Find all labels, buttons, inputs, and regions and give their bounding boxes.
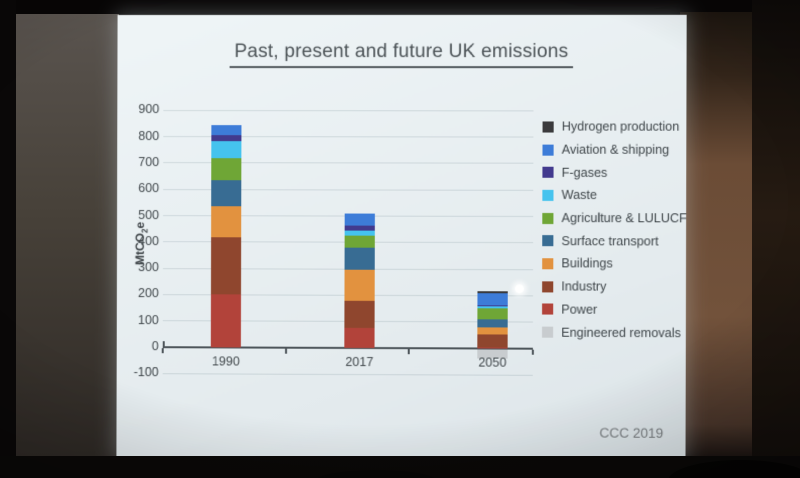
bar-segment-2017-f-gases: [344, 225, 375, 231]
x-axis-tick: [161, 348, 164, 354]
legend-label: Agriculture & LULUCF: [561, 211, 687, 226]
legend-swatch-icon: [542, 189, 554, 201]
legend-item: Engineered removals: [541, 321, 687, 344]
legend-label: Aviation & shipping: [561, 142, 670, 157]
y-tick-label: 600: [138, 181, 160, 196]
bar-segment-2050-surface-transport: [477, 319, 508, 328]
bar-segment-2050-buildings: [477, 327, 508, 335]
legend-swatch-icon: [541, 326, 554, 338]
projection-screen-edge: [16, 14, 119, 458]
audience-head-silhouette: [316, 470, 436, 478]
room-dark-left: [0, 0, 16, 478]
room-dark-top: [0, 0, 800, 14]
bar-segment-2050-waste: [477, 306, 508, 309]
y-tick-label: -100: [133, 365, 159, 380]
bar-segment-2017-aviation-shipping: [344, 213, 375, 226]
legend-swatch-icon: [542, 258, 554, 270]
bar-segment-2050-f-gases: [477, 305, 508, 307]
legend-swatch-icon: [542, 166, 554, 179]
gridline: [163, 109, 534, 112]
y-tick-label: 700: [138, 154, 160, 169]
legend-swatch-icon: [542, 121, 554, 133]
legend-label: Power: [561, 302, 598, 317]
legend-item: Power: [542, 298, 687, 321]
gridline: [162, 372, 533, 376]
y-tick-label: 100: [137, 312, 159, 327]
bar-segment-2017-agriculture-lulucf: [344, 235, 375, 248]
wall-right: [680, 12, 758, 460]
bar-segment-1990-buildings: [211, 206, 242, 237]
x-tick-label: 1990: [211, 354, 240, 369]
y-tick-label: 900: [138, 102, 160, 117]
bar-segment-2017-surface-transport: [344, 247, 375, 271]
room-dark-bottom: [0, 456, 800, 478]
slide-title: Past, present and future UK emissions: [229, 41, 574, 69]
legend-swatch-icon: [542, 235, 554, 247]
credit-label: CCC 2019: [599, 425, 664, 441]
legend-label: F-gases: [561, 165, 608, 180]
y-tick-label: 500: [138, 207, 160, 222]
bar-segment-1990-f-gases: [211, 135, 242, 141]
bar-segment-2017-power: [344, 328, 375, 349]
y-tick-label: 0: [151, 339, 159, 354]
legend-item: Buildings: [542, 252, 687, 275]
legend-swatch-icon: [542, 144, 554, 156]
chart-legend: Hydrogen production Aviation & shipping F-…: [541, 115, 688, 344]
room-dark-right: [752, 0, 800, 478]
x-axis-tick: [531, 349, 534, 355]
audience-head-silhouette: [668, 460, 800, 478]
legend-item: Hydrogen production: [542, 115, 688, 138]
legend-swatch-icon: [542, 281, 554, 293]
legend-item: Surface transport: [542, 230, 687, 253]
bar-segment-2050-hydrogen-production: [477, 290, 508, 294]
legend-label: Buildings: [561, 256, 613, 271]
bar-segment-1990-surface-transport: [211, 180, 242, 207]
y-tick-label: 200: [137, 286, 159, 301]
x-axis-tick: [284, 348, 287, 354]
reflection-dot: [514, 284, 524, 294]
legend-label: Hydrogen production: [561, 119, 680, 135]
legend-swatch-icon: [542, 303, 554, 315]
legend-label: Waste: [561, 188, 597, 203]
title-row: Past, present and future UK emissions: [117, 41, 686, 69]
legend-item: F-gases: [542, 161, 687, 184]
x-axis-end-tick: [162, 341, 165, 347]
bar-segment-2017-industry: [344, 300, 375, 329]
legend-label: Surface transport: [561, 233, 659, 249]
legend-item: Waste: [542, 184, 687, 207]
bar-segment-2050-aviation-shipping: [477, 293, 508, 306]
bar-segment-2017-waste: [344, 230, 375, 236]
x-tick-label: 2050: [478, 355, 507, 370]
y-axis-label-text: MtCO: [132, 233, 148, 266]
bar-segment-1990-industry: [210, 236, 242, 295]
bar-segment-2050-agriculture-lulucf: [477, 308, 508, 320]
slide: Past, present and future UK emissions 90…: [116, 14, 688, 462]
legend-swatch-icon: [542, 212, 554, 224]
y-tick-label: 800: [138, 128, 160, 143]
legend-label: Engineered removals: [561, 325, 681, 340]
bar-segment-1990-aviation-shipping: [211, 124, 242, 136]
x-axis-tick: [408, 349, 411, 355]
bar-segment-2050-power: [477, 347, 508, 349]
legend-item: Industry: [542, 275, 687, 298]
bar-segment-1990-waste: [211, 140, 242, 158]
y-axis-label: MtCO2e: [133, 222, 150, 265]
y-axis-label-subscript: 2: [140, 228, 150, 234]
bar-segment-2050-industry: [477, 333, 508, 348]
bar-segment-2017-buildings: [344, 270, 375, 301]
legend-item: Aviation & shipping: [542, 138, 687, 161]
legend-item: Agriculture & LULUCF: [542, 207, 687, 230]
y-axis-label-suffix: e: [133, 221, 148, 229]
legend-label: Industry: [561, 279, 607, 294]
bar-segment-1990-agriculture-lulucf: [211, 157, 242, 181]
bar-segment-1990-power: [210, 294, 242, 348]
x-tick-label: 2017: [345, 354, 374, 370]
